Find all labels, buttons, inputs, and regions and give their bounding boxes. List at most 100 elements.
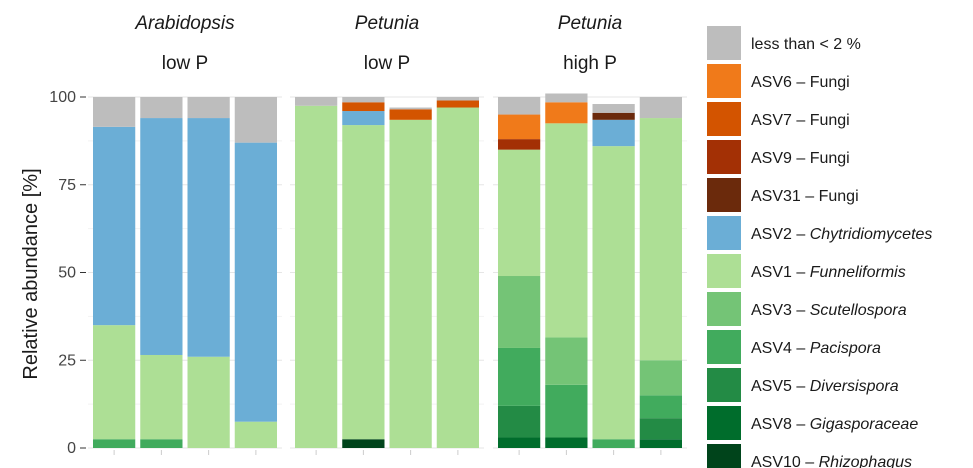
legend-label: ASV31 – Fungi xyxy=(751,188,859,205)
legend-label-taxon: Fungi xyxy=(810,74,850,91)
legend-key xyxy=(707,444,741,468)
facet-title-treatment: high P xyxy=(563,53,617,74)
y-axis: 0 25 50 75 100 xyxy=(49,89,86,457)
legend-key xyxy=(707,26,741,60)
bar-segment xyxy=(295,105,338,449)
bar-segment xyxy=(639,118,682,361)
legend-label: ASV8 – Gigasporaceae xyxy=(751,416,918,433)
bar-segment xyxy=(592,146,635,440)
facet-panels: Arabidopsis low P Petunia low P Petunia high … xyxy=(88,13,687,455)
legend-label-taxon: Scutellospora xyxy=(810,302,907,319)
bar-segment xyxy=(234,97,277,143)
legend-label-taxon: Funneliformis xyxy=(810,264,906,281)
legend-key xyxy=(707,406,741,440)
bar-segment xyxy=(498,347,541,406)
legend-label: ASV4 – Pacispora xyxy=(751,340,881,357)
bar-segment xyxy=(389,109,432,120)
legend-label-taxon: Gigasporaceae xyxy=(810,416,919,433)
bar-segment xyxy=(639,418,682,440)
legend-item: ASV3 – Scutellospora xyxy=(707,292,907,326)
legend-label: ASV3 – Scutellospora xyxy=(751,302,907,319)
y-tick-label: 0 xyxy=(67,440,76,457)
legend-key xyxy=(707,178,741,212)
legend-item: ASV7 – Fungi xyxy=(707,102,850,136)
bar-segment xyxy=(140,439,183,448)
y-tick-label: 50 xyxy=(58,265,76,282)
bar-segment xyxy=(342,439,385,448)
bar-segment xyxy=(498,149,541,277)
legend-label-taxon: Fungi xyxy=(810,150,850,167)
bar-segment xyxy=(389,107,432,110)
facet-panel: Petunia low P xyxy=(290,13,484,455)
legend-label: ASV5 – Diversispora xyxy=(751,378,899,395)
bar-segment xyxy=(545,384,588,438)
bar-segment xyxy=(498,405,541,438)
bar-segment xyxy=(545,123,588,338)
bar-segment xyxy=(234,142,277,422)
bar-segment xyxy=(187,118,230,357)
bar-segment xyxy=(342,102,385,112)
legend-label-taxon: Chytridiomycetes xyxy=(810,226,933,243)
legend-label-taxon: less than < 2 % xyxy=(751,36,861,53)
bar-segment xyxy=(545,93,588,103)
legend-label: ASV7 – Fungi xyxy=(751,112,850,129)
bar-segment xyxy=(592,439,635,448)
legend-item: ASV31 – Fungi xyxy=(707,178,859,212)
bar-segment xyxy=(639,360,682,396)
legend-label: ASV1 – Funneliformis xyxy=(751,264,906,281)
legend-label-prefix: ASV9 – xyxy=(751,150,810,167)
legend-item: less than < 2 % xyxy=(707,26,861,60)
legend-key xyxy=(707,102,741,136)
bar-segment xyxy=(93,325,136,440)
legend-key xyxy=(707,368,741,402)
legend-item: ASV5 – Diversispora xyxy=(707,368,899,402)
legend-item: ASV1 – Funneliformis xyxy=(707,254,906,288)
bar-segment xyxy=(342,111,385,126)
legend-item: ASV9 – Fungi xyxy=(707,140,850,174)
legend-label-taxon: Fungi xyxy=(810,112,850,129)
legend-label-prefix: ASV6 – xyxy=(751,74,810,91)
legend-key xyxy=(707,292,741,326)
legend-label-prefix: ASV5 – xyxy=(751,378,810,395)
facet-title-treatment: low P xyxy=(162,53,208,74)
bar-segment xyxy=(93,126,136,326)
bar-segment xyxy=(498,97,541,115)
legend-label-taxon: Pacispora xyxy=(810,340,881,357)
bar-segment xyxy=(592,119,635,147)
legend-key xyxy=(707,64,741,98)
legend-label-prefix: ASV4 – xyxy=(751,340,810,357)
bar-segment xyxy=(389,119,432,448)
facet-title-species: Petunia xyxy=(355,13,419,34)
legend-label: ASV10 – Rhizophagus xyxy=(751,454,912,468)
bar-segment xyxy=(140,354,183,440)
legend-label-prefix: ASV8 – xyxy=(751,416,810,433)
facet-title-species: Arabidopsis xyxy=(134,13,235,34)
bar-segment xyxy=(592,104,635,113)
bar-segment xyxy=(498,437,541,448)
legend-label-prefix: ASV3 – xyxy=(751,302,810,319)
bar-segment xyxy=(639,97,682,119)
bar-segment xyxy=(498,114,541,140)
bar-segment xyxy=(342,125,385,440)
legend-label-prefix: ASV10 – xyxy=(751,454,819,468)
legend-label-prefix: ASV31 – xyxy=(751,188,819,205)
bar-segment xyxy=(545,337,588,385)
legend-item: ASV2 – Chytridiomycetes xyxy=(707,216,932,250)
legend-item: ASV10 – Rhizophagus xyxy=(707,444,912,468)
bar-segment xyxy=(545,437,588,448)
facet-title-species: Petunia xyxy=(558,13,622,34)
y-tick-label: 100 xyxy=(49,89,76,106)
legend-item: ASV4 – Pacispora xyxy=(707,330,881,364)
y-tick-label: 75 xyxy=(58,177,76,194)
facet-title-treatment: low P xyxy=(364,53,410,74)
legend-key xyxy=(707,330,741,364)
bar-segment xyxy=(187,97,230,119)
legend-key xyxy=(707,140,741,174)
bar-segment xyxy=(639,395,682,419)
legend-label: ASV2 – Chytridiomycetes xyxy=(751,226,932,243)
bar-segment xyxy=(93,97,136,127)
legend-label: ASV6 – Fungi xyxy=(751,74,850,91)
bar-segment xyxy=(140,97,183,119)
